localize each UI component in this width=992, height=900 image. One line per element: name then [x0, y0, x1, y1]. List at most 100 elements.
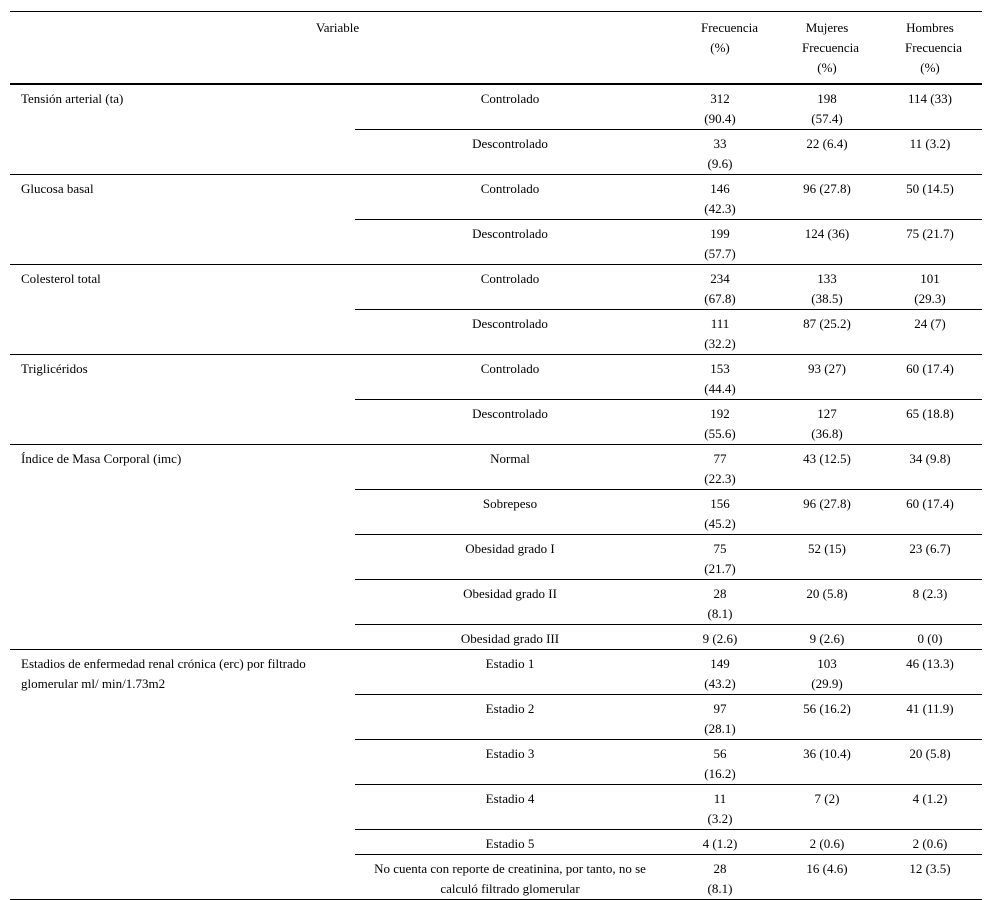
value-cell: 9 (2.6)	[665, 624, 775, 650]
value-cell: 28 (8.1)	[665, 579, 775, 625]
value-cell: 111 (32.2)	[665, 309, 775, 355]
value-cell: 146 (42.3)	[665, 174, 775, 220]
header-cell: Variable	[10, 11, 665, 85]
results-table: Variable Frecuencia (%) Mujeres Frecuenc…	[10, 11, 982, 900]
table-row: Descontrolado 111 (32.2) 87 (25.2) 24 (7)	[10, 309, 982, 355]
table-row: Descontrolado 33 (9.6) 22 (6.4) 11 (3.2)	[10, 129, 982, 175]
value-cell: 234 (67.8)	[665, 264, 775, 310]
value-cell: 52 (15)	[775, 534, 878, 580]
value-cell: 7 (2)	[775, 784, 878, 830]
category-cell: Controlado	[355, 174, 665, 220]
value-cell: 65 (18.8)	[878, 399, 982, 445]
category-cell: Descontrolado	[355, 309, 665, 355]
variable-cell: Colesterol total	[10, 264, 355, 355]
category-cell: Estadio 5	[355, 829, 665, 855]
value-cell: 312 (90.4)	[665, 83, 775, 130]
category-cell: Controlado	[355, 354, 665, 400]
value-cell: 124 (36)	[775, 219, 878, 265]
value-cell: 75 (21.7)	[665, 534, 775, 580]
table-row: Índice de Masa Corporal (imc) Normal 77 (2…	[10, 444, 982, 650]
table-row: Estadios de enfermedad renal crónica (er…	[10, 649, 982, 900]
value-cell: 4 (1.2)	[665, 829, 775, 855]
value-cell: 24 (7)	[878, 309, 982, 355]
value-cell: 20 (5.8)	[878, 739, 982, 785]
value-cell: 96 (27.8)	[775, 174, 878, 220]
value-cell: 156 (45.2)	[665, 489, 775, 535]
category-cell: Descontrolado	[355, 129, 665, 175]
value-cell: 20 (5.8)	[775, 579, 878, 625]
table-row: Tensión arterial (ta) Controlado 312 (90.4…	[10, 83, 982, 175]
value-cell: 41 (11.9)	[878, 694, 982, 740]
value-cell: 56 (16.2)	[665, 739, 775, 785]
table-row: Descontrolado 192 (55.6) 127 (36.8) 65 (18.…	[10, 399, 982, 445]
table-row: Triglicéridos Controlado 153 (44.4) 93 (27)…	[10, 354, 982, 445]
value-cell: 36 (10.4)	[775, 739, 878, 785]
value-cell: 4 (1.2)	[878, 784, 982, 830]
header-row: Variable Frecuencia (%) Mujeres Frecuenc…	[10, 11, 982, 85]
value-cell: 87 (25.2)	[775, 309, 878, 355]
variable-cell: Tensión arterial (ta)	[10, 83, 355, 175]
value-cell: 75 (21.7)	[878, 219, 982, 265]
table-row: Colesterol total Controlado 234 (67.8) 133 …	[10, 264, 982, 355]
value-cell: 2 (0.6)	[775, 829, 878, 855]
table-row: Sobrepeso 156 (45.2) 96 (27.8) 60 (17.4)	[10, 489, 982, 535]
value-cell: 22 (6.4)	[775, 129, 878, 175]
value-cell: 12 (3.5)	[878, 854, 982, 900]
header-cell: Hombres Frecuencia (%)	[878, 11, 982, 85]
value-cell: 9 (2.6)	[775, 624, 878, 650]
value-cell: 153 (44.4)	[665, 354, 775, 400]
header-cell: Frecuencia (%)	[665, 11, 775, 85]
value-cell: 46 (13.3)	[878, 649, 982, 695]
value-cell: 11 (3.2)	[665, 784, 775, 830]
value-cell: 77 (22.3)	[665, 444, 775, 490]
category-cell: Sobrepeso	[355, 489, 665, 535]
table-body: Tensión arterial (ta) Controlado 312 (90.4…	[10, 83, 982, 900]
value-cell: 43 (12.5)	[775, 444, 878, 490]
category-cell: Obesidad grado I	[355, 534, 665, 580]
category-cell: Normal	[355, 444, 665, 490]
value-cell: 149 (43.2)	[665, 649, 775, 695]
category-cell: Estadio 3	[355, 739, 665, 785]
value-cell: 127 (36.8)	[775, 399, 878, 445]
category-cell: Estadio 2	[355, 694, 665, 740]
variable-cell: Índice de Masa Corporal (imc)	[10, 444, 355, 650]
value-cell: 50 (14.5)	[878, 174, 982, 220]
value-cell: 198 (57.4)	[775, 83, 878, 130]
table-row: Descontrolado 199 (57.7) 124 (36) 75 (21.7)	[10, 219, 982, 265]
value-cell: 103 (29.9)	[775, 649, 878, 695]
variable-cell: Glucosa basal	[10, 174, 355, 265]
value-cell: 2 (0.6)	[878, 829, 982, 855]
value-cell: 133 (38.5)	[775, 264, 878, 310]
category-cell: Obesidad grado II	[355, 579, 665, 625]
table-row: Estadio 4 11 (3.2) 7 (2) 4 (1.2)	[10, 784, 982, 830]
table-row: Glucosa basal Controlado 146 (42.3) 96 (27.…	[10, 174, 982, 265]
table-row: Obesidad grado II 28 (8.1) 20 (5.8) 8 (2.3)	[10, 579, 982, 625]
value-cell: 56 (16.2)	[775, 694, 878, 740]
category-cell: Estadio 4	[355, 784, 665, 830]
value-cell: 199 (57.7)	[665, 219, 775, 265]
table-row: Obesidad grado I 75 (21.7) 52 (15) 23 (6.7)	[10, 534, 982, 580]
value-cell: 101 (29.3)	[878, 264, 982, 310]
value-cell: 97 (28.1)	[665, 694, 775, 740]
value-cell: 23 (6.7)	[878, 534, 982, 580]
variable-cell: Triglicéridos	[10, 354, 355, 445]
value-cell: 96 (27.8)	[775, 489, 878, 535]
value-cell: 11 (3.2)	[878, 129, 982, 175]
table-row: Estadio 3 56 (16.2) 36 (10.4) 20 (5.8)	[10, 739, 982, 785]
category-cell: Descontrolado	[355, 219, 665, 265]
value-cell: 93 (27)	[775, 354, 878, 400]
value-cell: 34 (9.8)	[878, 444, 982, 490]
variable-cell: Estadios de enfermedad renal crónica (er…	[10, 649, 355, 900]
table-row: Obesidad grado III 9 (2.6) 9 (2.6) 0 (0)	[10, 624, 982, 650]
category-cell: Controlado	[355, 264, 665, 310]
category-cell: Controlado	[355, 83, 665, 130]
table-row: Estadio 2 97 (28.1) 56 (16.2) 41 (11.9)	[10, 694, 982, 740]
value-cell: 192 (55.6)	[665, 399, 775, 445]
value-cell: 60 (17.4)	[878, 354, 982, 400]
value-cell: 60 (17.4)	[878, 489, 982, 535]
category-cell: Estadio 1	[355, 649, 665, 695]
category-cell: Descontrolado	[355, 399, 665, 445]
value-cell: 0 (0)	[878, 624, 982, 650]
